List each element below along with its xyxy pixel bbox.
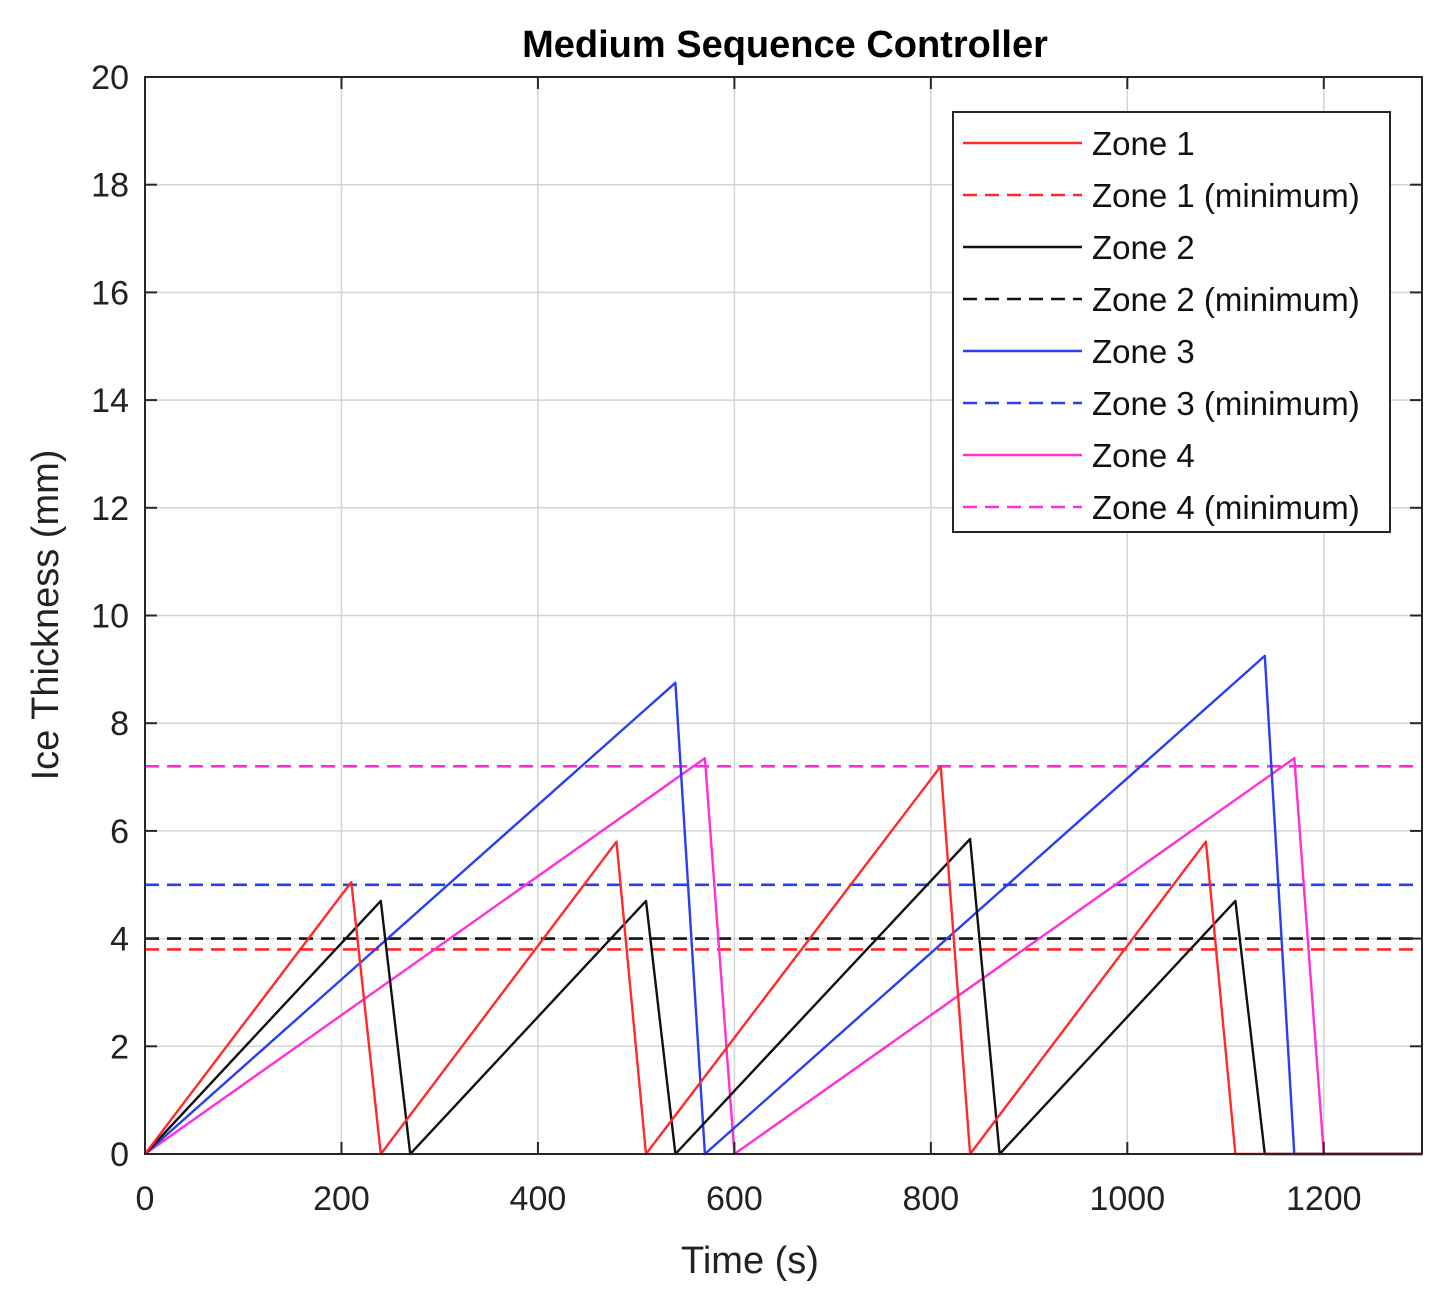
x-tick-label: 1200 [1286,1180,1362,1218]
legend-label: Zone 4 [1092,437,1195,474]
y-tick-label: 16 [91,274,129,312]
legend-label: Zone 1 (minimum) [1092,177,1360,214]
x-tick-label: 600 [706,1180,763,1218]
y-tick-label: 4 [110,921,129,959]
legend-label: Zone 2 [1092,229,1195,266]
y-tick-label: 6 [110,813,129,851]
series-layer [144,654,1422,1156]
y-tick-labels: 0 2 4 6 8 10 12 14 16 18 20 [91,59,129,1174]
y-axis-label: Ice Thickness (mm) [25,450,67,781]
y-tick-label: 14 [91,382,129,420]
axis-ticks [144,76,1422,1155]
x-tick-label: 200 [313,1180,370,1218]
x-tick-labels: 0 200 400 600 800 1000 1200 [136,1180,1362,1218]
series-line-zone-2 [144,837,1422,1156]
y-tick-label: 0 [110,1136,129,1174]
x-tick-label: 0 [136,1180,155,1218]
legend-label: Zone 2 (minimum) [1092,281,1360,318]
x-tick-label: 400 [510,1180,567,1218]
chart-title: Medium Sequence Controller [522,24,1048,66]
y-tick-label: 18 [91,167,129,205]
legend-label: Zone 3 [1092,333,1195,370]
legend-label: Zone 1 [1092,125,1195,162]
x-tick-label: 800 [902,1180,959,1218]
legend-label: Zone 4 (minimum) [1092,489,1360,526]
x-tick-label: 1000 [1089,1180,1165,1218]
y-tick-label: 2 [110,1028,129,1066]
legend: Zone 1 Zone 1 (minimum) Zone 2 Zone 2 (mini… [952,111,1391,533]
legend-label: Zone 3 (minimum) [1092,385,1360,422]
x-axis-label: Time (s) [681,1240,819,1282]
y-tick-label: 12 [91,490,129,528]
y-tick-label: 20 [91,59,129,97]
series-line-zone-1 [144,765,1422,1156]
y-tick-label: 8 [110,705,129,743]
legend-box [952,111,1391,533]
y-tick-label: 10 [91,598,129,636]
